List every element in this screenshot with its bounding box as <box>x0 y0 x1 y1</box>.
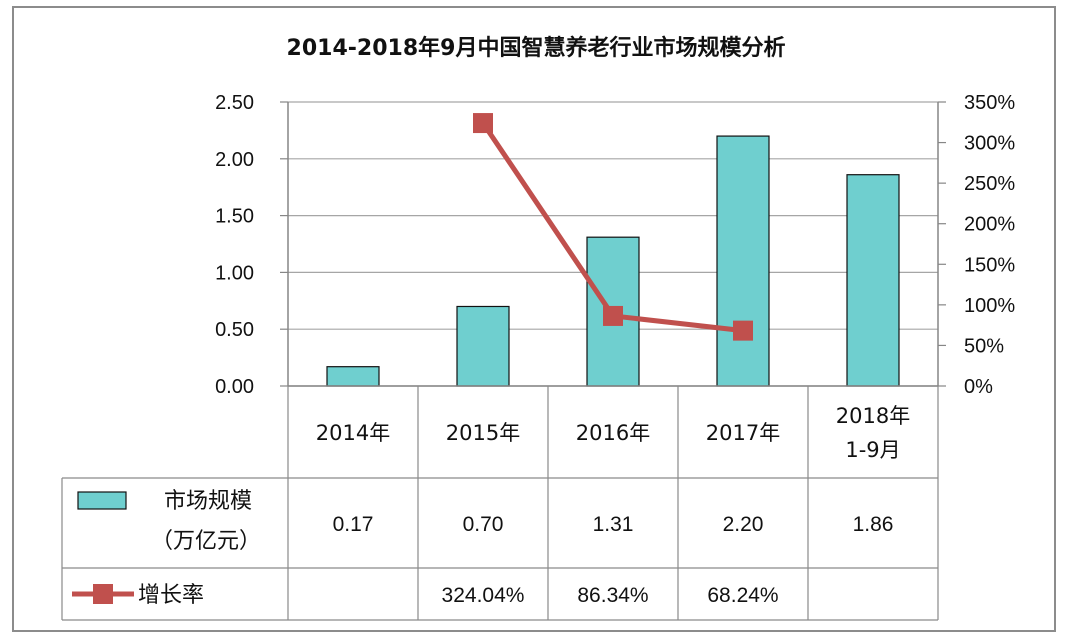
y-right-tick-label: 300% <box>964 133 1015 155</box>
legend-swatch-bar <box>77 491 127 510</box>
bar-data-label: 1.31 <box>593 513 634 536</box>
y-left-tick-label: 2.50 <box>215 92 254 114</box>
line-data-label: 68.24% <box>707 584 778 607</box>
bar-data-label: 0.70 <box>463 513 504 536</box>
legend-label-bar-unit: （万亿元） <box>151 529 261 554</box>
bar <box>456 305 510 387</box>
y-right-tick-label: 150% <box>964 254 1015 276</box>
y-left-tick-label: 0.00 <box>215 376 254 398</box>
x-tick-label: 2016年 <box>576 421 650 445</box>
y-left-tick-label: 1.50 <box>215 206 254 228</box>
bar-data-label: 1.86 <box>853 513 894 536</box>
y-right-tick-label: 200% <box>964 214 1015 236</box>
chart-title: 2014-2018年9月中国智慧养老行业市场规模分析 <box>286 36 786 61</box>
y-left-tick-label: 2.00 <box>215 149 254 171</box>
y-left-tick-label: 1.00 <box>215 262 254 284</box>
x-tick-label: 2014年 <box>316 421 390 445</box>
bar-data-label: 0.17 <box>333 513 374 536</box>
y-right-tick-label: 250% <box>964 173 1015 195</box>
bar-data-label: 2.20 <box>723 513 764 536</box>
bar <box>716 135 770 387</box>
legend-label-bar: 市场规模 <box>164 489 252 514</box>
x-tick-label: 2015年 <box>446 421 520 445</box>
y-right-tick-label: 50% <box>964 335 1004 357</box>
line-data-label: 86.34% <box>577 584 648 607</box>
growth-marker <box>733 320 753 341</box>
growth-marker <box>603 305 623 326</box>
y-right-tick-label: 0% <box>964 376 993 398</box>
growth-marker <box>473 113 493 134</box>
y-right-tick-label: 350% <box>964 92 1015 114</box>
y-right-tick-label: 100% <box>964 295 1015 317</box>
x-tick-label: 2017年 <box>706 421 780 445</box>
bar <box>326 366 380 387</box>
y-left-tick-label: 0.50 <box>215 319 254 341</box>
x-tick-label: 2018年 1-9月 <box>836 404 910 462</box>
legend-swatch-marker <box>93 584 113 604</box>
line-data-label: 324.04% <box>442 584 525 607</box>
legend-label-line: 增长率 <box>138 583 204 608</box>
bar <box>846 174 900 387</box>
